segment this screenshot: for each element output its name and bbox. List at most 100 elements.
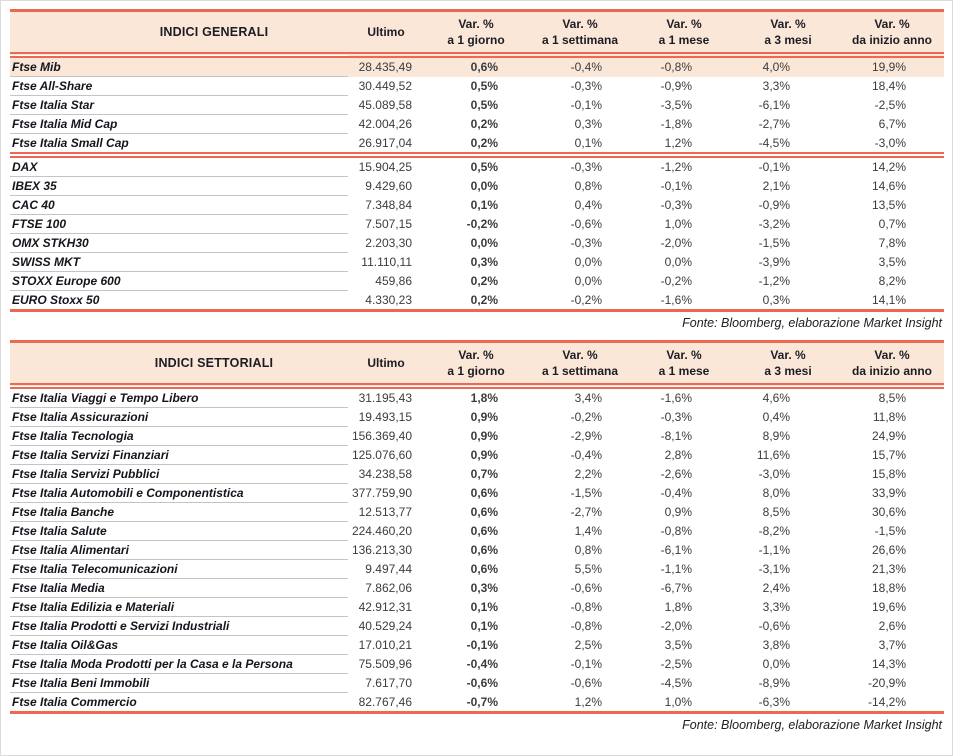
- index-name-cell: Ftse Italia Media: [10, 578, 348, 598]
- var-cell: -0,4%: [632, 483, 736, 503]
- table-row: Ftse Italia Viaggi e Tempo Libero 31.195,…: [10, 386, 944, 408]
- table-row: FTSE 100 7.507,15 -0,2% -0,6% 1,0% -3,2% 0,7%: [10, 214, 944, 234]
- var-cell: -2,7%: [736, 114, 840, 134]
- column-header-a-1-giorno: Var. % a 1 giorno: [424, 9, 528, 58]
- column-header-ultimo: Ultimo: [348, 340, 424, 389]
- var-header-line1: Var. %: [770, 17, 806, 31]
- var-cell: -0,3%: [528, 76, 632, 96]
- var-cell: 8,2%: [840, 271, 944, 291]
- table-row: Ftse Italia Banche 12.513,77 0,6% -2,7% 0,9%…: [10, 502, 944, 522]
- var-cell: 0,6%: [424, 540, 528, 560]
- var-cell: 0,6%: [424, 521, 528, 541]
- ultimo-cell: 9.429,60: [348, 176, 424, 196]
- ultimo-cell: 75.509,96: [348, 654, 424, 674]
- var-cell: -2,9%: [528, 426, 632, 446]
- var-cell: 0,9%: [424, 407, 528, 427]
- var-cell: 0,2%: [424, 114, 528, 134]
- ultimo-cell: 15.904,25: [348, 155, 424, 177]
- var-cell: 0,4%: [528, 195, 632, 215]
- ultimo-cell: 40.529,24: [348, 616, 424, 636]
- table-row: Ftse Italia Assicurazioni 19.493,15 0,9% -0…: [10, 407, 944, 427]
- index-name-cell: Ftse Italia Salute: [10, 521, 348, 541]
- index-name-cell: IBEX 35: [10, 176, 348, 196]
- var-cell: -1,8%: [632, 114, 736, 134]
- var-cell: -2,7%: [528, 502, 632, 522]
- var-cell: 30,6%: [840, 502, 944, 522]
- var-cell: 4,0%: [736, 55, 840, 77]
- var-cell: -3,0%: [840, 133, 944, 158]
- source-note: Fonte: Bloomberg, elaborazione Market In…: [682, 718, 942, 732]
- var-cell: 19,6%: [840, 597, 944, 617]
- ultimo-cell: 377.759,90: [348, 483, 424, 503]
- ultimo-cell: 30.449,52: [348, 76, 424, 96]
- var-cell: 0,0%: [528, 252, 632, 272]
- var-cell: -0,3%: [632, 195, 736, 215]
- var-header-line1: Var. %: [874, 348, 910, 362]
- var-cell: -0,6%: [424, 673, 528, 693]
- var-cell: -2,0%: [632, 616, 736, 636]
- var-cell: -1,5%: [840, 521, 944, 541]
- table-row: Ftse Italia Alimentari 136.213,30 0,6% 0,8%…: [10, 540, 944, 560]
- table-row: Ftse Italia Servizi Pubblici 34.238,58 0,7…: [10, 464, 944, 484]
- var-cell: 0,9%: [424, 426, 528, 446]
- var-cell: 0,3%: [424, 578, 528, 598]
- index-name-cell: Ftse Italia Tecnologia: [10, 426, 348, 446]
- var-cell: -0,1%: [632, 176, 736, 196]
- var-cell: -1,1%: [632, 559, 736, 579]
- header-row: INDICI GENERALI Ultimo Var. % a 1 giorno Var…: [10, 9, 944, 58]
- index-name-cell: Ftse Italia Star: [10, 95, 348, 115]
- index-name-cell: FTSE 100: [10, 214, 348, 234]
- var-cell: 0,8%: [528, 540, 632, 560]
- var-cell: 0,2%: [424, 133, 528, 158]
- index-name-cell: Ftse Italia Beni Immobili: [10, 673, 348, 693]
- var-cell: -0,1%: [528, 95, 632, 115]
- ultimo-cell: 2.203,30: [348, 233, 424, 253]
- var-cell: -20,9%: [840, 673, 944, 693]
- var-cell: 0,1%: [528, 133, 632, 158]
- ultimo-cell: 7.862,06: [348, 578, 424, 598]
- var-cell: 3,8%: [736, 635, 840, 655]
- var-header-line1: Var. %: [666, 17, 702, 31]
- table-row: Ftse Italia Prodotti e Servizi Industria…: [10, 616, 944, 636]
- ultimo-cell: 136.213,30: [348, 540, 424, 560]
- indici-settoriali-table: INDICI SETTORIALI Ultimo Var. % a 1 giorno V…: [10, 340, 944, 714]
- var-header-line2: da inizio anno: [852, 33, 932, 47]
- var-cell: 14,6%: [840, 176, 944, 196]
- var-cell: 0,0%: [528, 271, 632, 291]
- var-cell: -1,6%: [632, 386, 736, 408]
- var-cell: 0,1%: [424, 195, 528, 215]
- table-row: Ftse Italia Automobili e Componentistica…: [10, 483, 944, 503]
- var-cell: -0,8%: [632, 521, 736, 541]
- var-cell: 1,0%: [632, 214, 736, 234]
- column-header-a-1-giorno: Var. % a 1 giorno: [424, 340, 528, 389]
- source-note: Fonte: Bloomberg, elaborazione Market In…: [682, 316, 942, 330]
- index-name-cell: EURO Stoxx 50: [10, 290, 348, 312]
- var-cell: -1,1%: [736, 540, 840, 560]
- var-cell: 7,8%: [840, 233, 944, 253]
- var-cell: -6,7%: [632, 578, 736, 598]
- index-name-cell: Ftse All-Share: [10, 76, 348, 96]
- var-cell: 3,5%: [840, 252, 944, 272]
- column-header-ultimo: Ultimo: [348, 9, 424, 58]
- var-header-line2: a 1 giorno: [447, 364, 505, 378]
- var-header-line2: a 1 settimana: [541, 33, 619, 47]
- table-row: Ftse Italia Salute 224.460,20 0,6% 1,4% -0,8…: [10, 521, 944, 541]
- var-cell: -2,6%: [632, 464, 736, 484]
- var-cell: 15,8%: [840, 464, 944, 484]
- var-cell: -0,6%: [528, 214, 632, 234]
- table-row: Ftse Italia Edilizia e Materiali 42.912,3…: [10, 597, 944, 617]
- var-cell: -3,1%: [736, 559, 840, 579]
- ultimo-cell: 26.917,04: [348, 133, 424, 158]
- indici-generali-section: INDICI GENERALI Ultimo Var. % a 1 giorno Var…: [10, 9, 944, 335]
- var-cell: 1,4%: [528, 521, 632, 541]
- table-row: Ftse Italia Media 7.862,06 0,3% -0,6% -6,7% 2…: [10, 578, 944, 598]
- var-cell: 0,2%: [424, 271, 528, 291]
- table-row: SWISS MKT 11.110,11 0,3% 0,0% 0,0% -3,9% 3,5%: [10, 252, 944, 272]
- var-cell: -0,2%: [528, 290, 632, 312]
- var-cell: -1,2%: [632, 155, 736, 177]
- table-row: Ftse Italia Telecomunicazioni 9.497,44 0,6…: [10, 559, 944, 579]
- index-name-cell: OMX STKH30: [10, 233, 348, 253]
- var-cell: 11,8%: [840, 407, 944, 427]
- var-cell: -0,9%: [632, 76, 736, 96]
- var-cell: 0,6%: [424, 483, 528, 503]
